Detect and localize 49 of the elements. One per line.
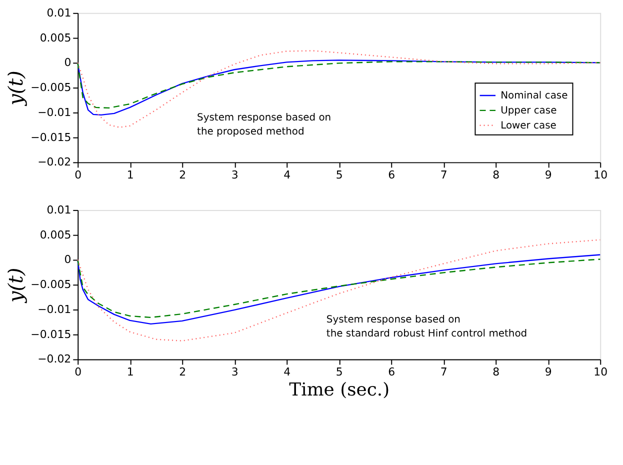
x-tick-label: 5 <box>336 168 343 182</box>
y-tick-label: −0.015 <box>30 328 72 341</box>
line-series <box>77 239 601 342</box>
x-tick-label: 2 <box>179 366 186 379</box>
x-tick-label: 0 <box>74 366 82 379</box>
x-tick-label: 0 <box>74 168 82 182</box>
line-series <box>77 50 601 128</box>
x-tick-label: 7 <box>440 168 448 182</box>
x-tick-label: 7 <box>440 366 448 379</box>
x-tick-label: 6 <box>388 366 396 379</box>
y-tick-label: −0.01 <box>38 302 72 316</box>
x-tick-label: 8 <box>492 168 500 182</box>
y-tick-label: 0.01 <box>46 203 72 216</box>
y-tick-label: −0.02 <box>38 352 72 366</box>
x-tick-label: 4 <box>284 168 291 182</box>
x-tick-label: 8 <box>492 366 500 379</box>
x-tick-label: 3 <box>231 168 238 182</box>
x-tick-label: 9 <box>544 168 552 182</box>
x-axis-title: Time (sec.) <box>289 380 390 401</box>
y-axis-title: y(t) <box>4 70 28 106</box>
y-tick-label: 0.005 <box>40 31 72 44</box>
annotation: the standard robust Hinf control method <box>326 328 528 340</box>
x-tick-label: 4 <box>284 366 291 379</box>
y-tick-label: −0.005 <box>30 81 72 94</box>
y-tick-label: −0.015 <box>30 130 72 144</box>
annotation: the proposed method <box>197 126 304 138</box>
legend-label: Lower case <box>500 120 556 132</box>
annotation: System response based on <box>326 314 460 326</box>
annotation: System response based on <box>197 112 332 124</box>
y-tick-label: 0 <box>64 56 72 70</box>
y-tick-label: 0.005 <box>40 228 72 242</box>
legend-label: Nominal case <box>500 90 568 102</box>
x-tick-label: 2 <box>179 168 186 182</box>
y-tick-label: 0 <box>64 253 72 266</box>
x-tick-label: 1 <box>126 168 134 182</box>
x-tick-label: 6 <box>388 168 396 182</box>
y-tick-label: 0.01 <box>46 6 72 20</box>
y-tick-label: −0.02 <box>38 156 72 169</box>
line-series <box>77 254 601 325</box>
x-tick-label: 9 <box>544 366 552 379</box>
x-tick-label: 5 <box>336 366 343 379</box>
legend-label: Upper case <box>500 105 557 116</box>
y-tick-label: −0.01 <box>38 106 72 119</box>
x-tick-label: 10 <box>594 168 608 182</box>
y-tick-label: −0.005 <box>30 278 72 292</box>
x-tick-label: 1 <box>126 366 134 379</box>
x-tick-label: 10 <box>594 366 608 379</box>
y-axis-title: y(t) <box>4 268 28 304</box>
x-tick-label: 3 <box>231 366 238 379</box>
